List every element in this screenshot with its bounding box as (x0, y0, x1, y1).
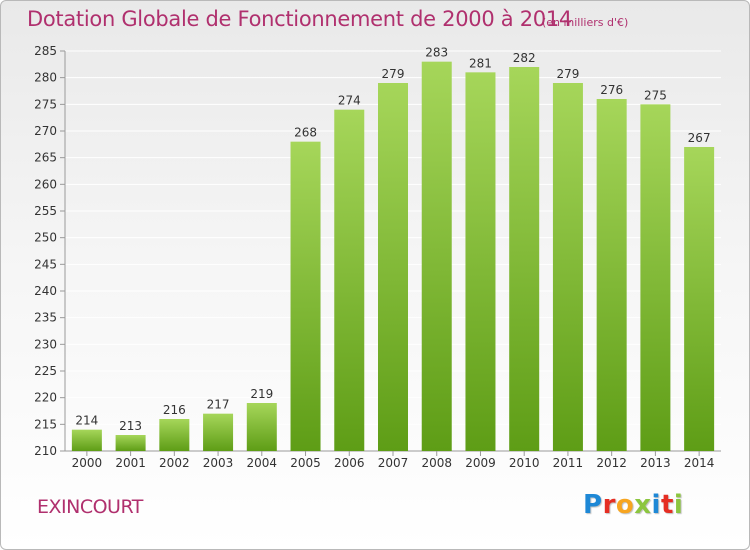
data-label: 283 (425, 46, 448, 60)
x-tick-label: 2000 (72, 456, 103, 470)
y-tick-label: 240 (34, 284, 57, 298)
bar-2010 (509, 67, 540, 451)
logo-letter: t (660, 490, 674, 520)
data-label: 268 (294, 126, 317, 140)
bar-2006 (334, 109, 365, 452)
x-tick-label: 2011 (553, 456, 584, 470)
y-tick-label: 215 (34, 417, 57, 431)
y-tick-label: 265 (34, 151, 57, 165)
x-tick-label: 2014 (684, 456, 715, 470)
bar-2008 (421, 61, 452, 452)
y-tick-label: 220 (34, 391, 57, 405)
y-tick-label: 245 (34, 257, 57, 271)
data-label: 279 (556, 67, 579, 81)
x-tick-label: 2012 (596, 456, 627, 470)
logo-letter: P (583, 490, 603, 520)
chart-unit-subtitle: (en milliers d'€) (542, 16, 629, 29)
x-tick-label: 2013 (640, 456, 671, 470)
x-tick-label: 2008 (421, 456, 452, 470)
data-label: 214 (75, 414, 98, 428)
data-label: 282 (513, 51, 536, 65)
data-label: 213 (119, 419, 142, 433)
x-tick-label: 2006 (334, 456, 365, 470)
logo-letter: i (651, 490, 661, 520)
x-tick-label: 2005 (290, 456, 321, 470)
y-tick-label: 230 (34, 337, 57, 351)
logo-letter: x (634, 490, 652, 520)
bar-2001 (115, 435, 146, 451)
data-label: 217 (207, 398, 230, 412)
logo-letter: o (615, 490, 635, 520)
x-tick-label: 2003 (203, 456, 234, 470)
logo-letter: i (673, 490, 684, 520)
bar-2012 (596, 99, 627, 451)
y-tick-label: 270 (34, 124, 57, 138)
x-tick-label: 2002 (159, 456, 190, 470)
y-tick-label: 255 (34, 204, 57, 218)
proxiti-logo: Proxiti (583, 490, 683, 520)
data-label: 267 (688, 131, 711, 145)
data-label: 281 (469, 56, 492, 70)
logo-letter: r (602, 490, 616, 520)
x-tick-label: 2004 (247, 456, 278, 470)
bar-2009 (465, 72, 496, 451)
bar-2013 (640, 104, 671, 451)
y-tick-label: 275 (34, 97, 57, 111)
y-tick-label: 235 (34, 311, 57, 325)
bar-2002 (159, 419, 190, 451)
bar-2004 (246, 403, 277, 451)
bar-2003 (203, 413, 234, 451)
data-label: 216 (163, 403, 186, 417)
bar-2014 (684, 147, 715, 451)
bar-2000 (71, 429, 102, 451)
x-tick-label: 2009 (465, 456, 496, 470)
bar-2005 (290, 141, 321, 451)
data-label: 274 (338, 94, 361, 108)
x-tick-label: 2010 (509, 456, 540, 470)
x-tick-label: 2001 (115, 456, 146, 470)
x-tick-label: 2007 (378, 456, 409, 470)
chart-title: Dotation Globale de Fonctionnement de 20… (27, 7, 572, 31)
bars (71, 61, 715, 452)
data-label: 275 (644, 88, 667, 102)
bar-2007 (378, 83, 408, 451)
bar-2011 (552, 83, 583, 451)
data-label: 276 (600, 83, 623, 97)
data-label: 219 (250, 387, 273, 401)
y-tick-label: 210 (34, 444, 57, 458)
axes: 210 215 220 225 230 235 240 245 250 255 260 265 270 2… (34, 44, 721, 470)
y-tick-label: 260 (34, 177, 57, 191)
data-label: 279 (382, 67, 405, 81)
data-labels: 214 213 216 217 219 268 274 279 283 281 282 279 276 2… (75, 46, 710, 433)
y-tick-label: 285 (34, 44, 57, 58)
y-tick-label: 225 (34, 364, 57, 378)
y-tick-label: 280 (34, 71, 57, 85)
y-tick-label: 250 (34, 231, 57, 245)
commune-name: EXINCOURT (37, 496, 143, 518)
